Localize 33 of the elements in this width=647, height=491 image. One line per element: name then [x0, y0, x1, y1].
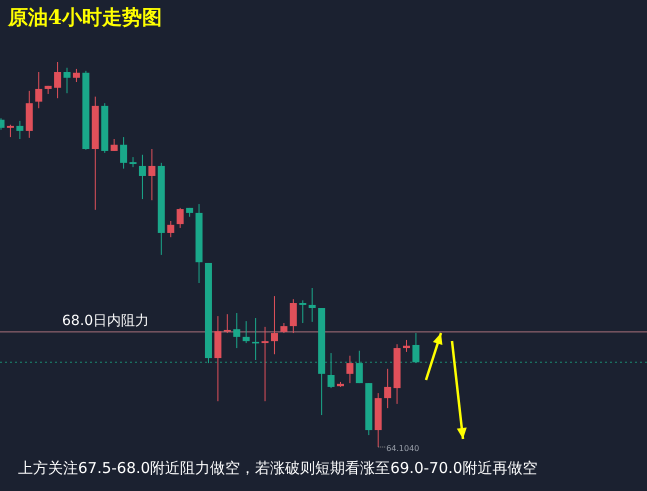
candlestick	[233, 312, 240, 349]
candlestick	[110, 138, 118, 152]
candlestick	[290, 298, 297, 334]
candlestick	[299, 300, 306, 324]
candlestick	[54, 62, 62, 99]
candlestick	[242, 320, 250, 344]
candlestick	[148, 148, 156, 201]
ref-line-label: 68.0日内阻力	[62, 312, 150, 329]
candlestick	[176, 207, 184, 228]
candlestick	[402, 339, 410, 352]
candlestick	[35, 72, 42, 109]
candlestick	[16, 120, 24, 140]
candlestick	[384, 368, 392, 409]
candlestick	[252, 318, 260, 360]
annotation: 64.1040	[386, 444, 420, 453]
candlestick	[412, 332, 420, 364]
candlestick	[270, 296, 278, 355]
candlestick	[6, 124, 14, 138]
candlestick	[308, 287, 316, 322]
chart-title: 原油4小时走势图	[7, 5, 162, 29]
candlestick	[130, 156, 137, 168]
candlestick	[356, 350, 363, 384]
text: 上方关注67.5-68.0附近阻力做空，若涨破则短期看涨至69.0-70.0附近再做空	[18, 459, 538, 477]
candlestick	[167, 220, 174, 238]
candlestick	[280, 322, 288, 334]
candlestick	[72, 68, 80, 83]
candlestick	[64, 67, 71, 94]
candlestick	[346, 355, 354, 384]
candlestick	[262, 326, 269, 402]
candlestick	[120, 136, 128, 170]
candlestick	[328, 352, 335, 389]
candlestick	[224, 314, 231, 334]
candlestick	[138, 154, 146, 200]
